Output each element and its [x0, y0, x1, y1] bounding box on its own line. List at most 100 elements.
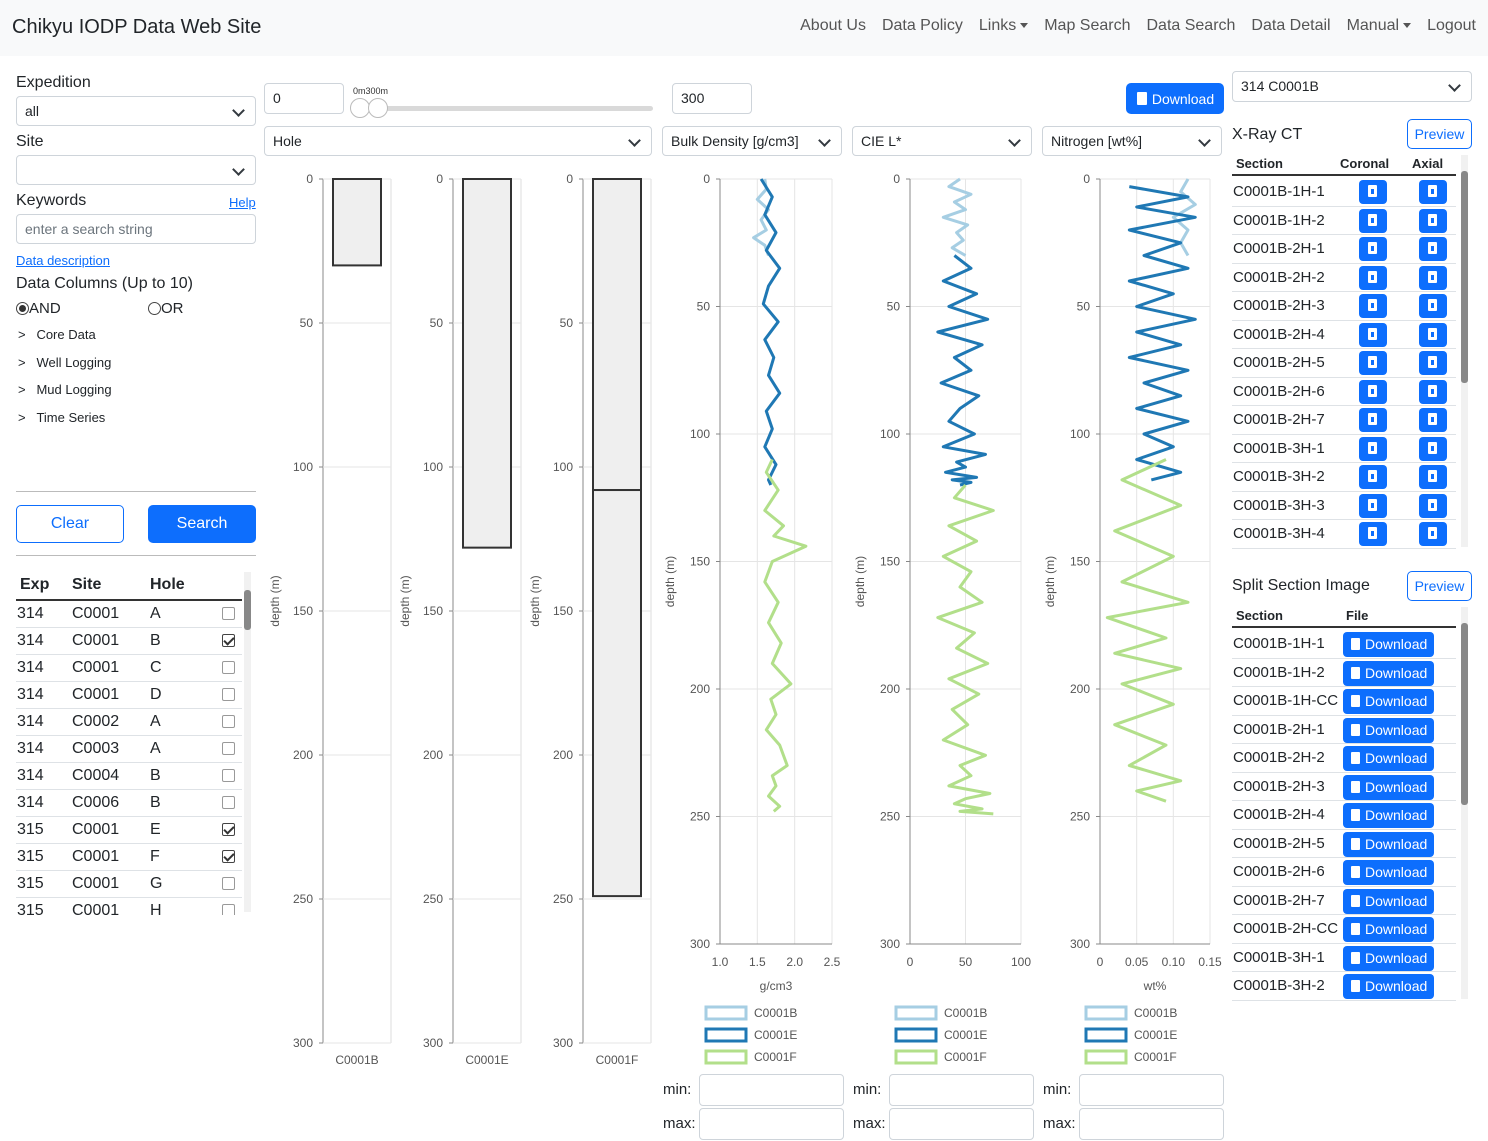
axial-download-icon[interactable]: [1419, 208, 1447, 233]
nav-data-search[interactable]: Data Search: [1146, 17, 1235, 35]
nav-data-detail[interactable]: Data Detail: [1251, 17, 1330, 35]
coronal-download-icon[interactable]: [1359, 522, 1387, 546]
help-link[interactable]: Help: [229, 195, 256, 210]
split-download-button[interactable]: Download: [1343, 746, 1434, 771]
axial-download-icon[interactable]: [1419, 522, 1447, 546]
split-download-button[interactable]: Download: [1343, 660, 1434, 686]
hole-checkbox[interactable]: [222, 849, 235, 863]
min-input[interactable]: [1079, 1074, 1224, 1106]
and-radio[interactable]: AND: [16, 300, 61, 317]
hole-checkbox[interactable]: [222, 714, 235, 728]
xray-scrollbar[interactable]: [1461, 155, 1468, 547]
axial-download-icon[interactable]: [1419, 493, 1447, 518]
axial-download-icon[interactable]: [1419, 294, 1447, 318]
xray-preview-button[interactable]: Preview: [1407, 119, 1472, 149]
depth-max-input[interactable]: 300: [672, 83, 752, 114]
table-row[interactable]: 314 C0006 B: [16, 789, 242, 816]
legend-swatch[interactable]: [894, 1049, 938, 1065]
hole-select[interactable]: Hole: [264, 126, 652, 156]
core-interval-bar[interactable]: [462, 178, 512, 549]
axial-download-icon[interactable]: [1419, 465, 1447, 489]
core-interval-bar[interactable]: [592, 489, 642, 898]
axial-download-icon[interactable]: [1419, 408, 1447, 432]
table-row[interactable]: 314 C0001 C: [16, 654, 242, 681]
table-row[interactable]: 314 C0001 A: [16, 600, 242, 627]
legend-swatch[interactable]: [1084, 1027, 1128, 1043]
coronal-download-icon[interactable]: [1359, 265, 1387, 290]
hole-checkbox[interactable]: [222, 660, 235, 674]
table-row[interactable]: 314 C0004 B: [16, 762, 242, 789]
legend-swatch[interactable]: [1084, 1049, 1128, 1065]
hole-checkbox[interactable]: [222, 822, 235, 836]
hole-checkbox[interactable]: [222, 768, 235, 782]
nav-logout[interactable]: Logout: [1427, 17, 1476, 35]
core-interval-bar[interactable]: [332, 178, 382, 267]
nav-manual[interactable]: Manual: [1347, 17, 1412, 35]
keywords-input[interactable]: enter a search string: [16, 214, 256, 244]
legend-swatch[interactable]: [704, 1027, 748, 1043]
data-description-link[interactable]: Data description: [16, 253, 110, 268]
axial-download-icon[interactable]: [1419, 237, 1447, 261]
coronal-download-icon[interactable]: [1359, 436, 1387, 461]
axial-download-icon[interactable]: [1419, 436, 1447, 461]
legend-swatch[interactable]: [704, 1005, 748, 1021]
coronal-download-icon[interactable]: [1359, 294, 1387, 318]
axial-download-icon[interactable]: [1419, 351, 1447, 375]
max-input[interactable]: [699, 1108, 844, 1140]
split-download-button[interactable]: Download: [1343, 860, 1434, 885]
tree-item-core-data[interactable]: > Core Data: [18, 327, 96, 342]
hole-checkbox[interactable]: [222, 795, 235, 809]
axial-download-icon[interactable]: [1419, 265, 1447, 290]
coronal-download-icon[interactable]: [1359, 351, 1387, 375]
nitrogen-select[interactable]: Nitrogen [wt%]: [1042, 126, 1222, 156]
split-scrollbar[interactable]: [1461, 607, 1468, 999]
nav-links[interactable]: Links: [979, 17, 1029, 35]
coronal-download-icon[interactable]: [1359, 208, 1387, 233]
max-input[interactable]: [889, 1108, 1034, 1140]
hole-checkbox[interactable]: [222, 741, 235, 755]
table-row[interactable]: 314 C0002 A: [16, 708, 242, 735]
search-button[interactable]: Search: [148, 505, 256, 543]
split-download-button[interactable]: Download: [1343, 888, 1434, 914]
cie-select[interactable]: CIE L*: [852, 126, 1032, 156]
table-row[interactable]: 315 C0001 G: [16, 870, 242, 897]
split-download-button[interactable]: Download: [1343, 831, 1434, 857]
table-row[interactable]: 315 C0001 F: [16, 843, 242, 870]
tree-item-time-series[interactable]: > Time Series: [18, 410, 105, 425]
axial-download-icon[interactable]: [1419, 180, 1447, 204]
coronal-download-icon[interactable]: [1359, 408, 1387, 432]
split-download-button[interactable]: Download: [1343, 974, 1434, 999]
table-row[interactable]: 314 C0001 D: [16, 681, 242, 708]
axial-download-icon[interactable]: [1419, 379, 1447, 404]
hole-checkbox[interactable]: [222, 633, 235, 647]
nav-map-search[interactable]: Map Search: [1044, 17, 1130, 35]
depth-min-input[interactable]: 0: [264, 83, 344, 114]
split-download-button[interactable]: Download: [1343, 689, 1434, 714]
brand-title[interactable]: Chikyu IODP Data Web Site: [12, 16, 262, 38]
table-row[interactable]: 315 C0001 E: [16, 816, 242, 843]
coronal-download-icon[interactable]: [1359, 379, 1387, 404]
tree-item-mud-logging[interactable]: > Mud Logging: [18, 382, 112, 397]
slider-max-handle[interactable]: [368, 98, 388, 118]
depth-slider-track[interactable]: [358, 106, 653, 111]
coronal-download-icon[interactable]: [1359, 180, 1387, 204]
expedition-select[interactable]: all: [16, 96, 256, 126]
core-interval-bar[interactable]: [592, 178, 642, 492]
max-input[interactable]: [1079, 1108, 1224, 1140]
table-row[interactable]: 314 C0001 B: [16, 627, 242, 654]
legend-swatch[interactable]: [704, 1049, 748, 1065]
split-download-button[interactable]: Download: [1343, 717, 1434, 743]
hole-table-scrollbar[interactable]: [244, 572, 251, 912]
hole-checkbox[interactable]: [222, 876, 235, 890]
table-row[interactable]: 314 C0003 A: [16, 735, 242, 762]
min-input[interactable]: [889, 1074, 1034, 1106]
nav-data-policy[interactable]: Data Policy: [882, 17, 963, 35]
slider-min-handle[interactable]: [350, 98, 370, 118]
split-download-button[interactable]: Download: [1343, 632, 1434, 657]
site-select[interactable]: [16, 155, 256, 185]
bulk-density-select[interactable]: Bulk Density [g/cm3]: [662, 126, 842, 156]
coronal-download-icon[interactable]: [1359, 322, 1387, 347]
tree-item-well-logging[interactable]: > Well Logging: [18, 355, 111, 370]
coronal-download-icon[interactable]: [1359, 493, 1387, 518]
split-preview-button[interactable]: Preview: [1407, 571, 1472, 601]
